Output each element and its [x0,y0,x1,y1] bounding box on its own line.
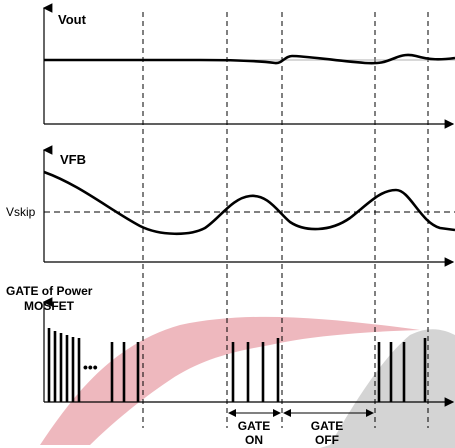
gate-off-annotation: GATE OFF [283,409,374,447]
vfb-label: VFB [60,152,86,167]
vskip-label: Vskip [6,205,36,219]
gate-on-label-line1: GATE [238,419,270,433]
gate-off-label-line1: GATE [311,419,343,433]
gate-label-line1: GATE of Power [6,284,93,298]
vout-label: Vout [58,12,87,27]
gate-ellipsis: ••• [83,359,98,375]
gate-pulses-burst-1-tail [110,342,140,402]
vfb-waveform [43,170,455,236]
gate-off-label-line2: OFF [315,433,339,447]
watermark-gray-swoosh [320,329,455,448]
gate-pulses-burst-2 [231,338,280,402]
vout-panel: Vout [42,3,455,129]
gate-label-line2: MOSFET [24,299,75,313]
vout-waveform [44,53,455,65]
gate-pulses-burst-1 [47,328,81,402]
watermark-red-swoosh [40,316,420,445]
gate-on-label-line2: ON [245,433,263,447]
gate-on-annotation: GATE ON [228,409,281,447]
vfb-panel: VFB Vskip [6,145,455,267]
gate-panel: GATE of Power MOSFET ••• [6,284,455,407]
gate-pulses-burst-3 [377,338,427,402]
